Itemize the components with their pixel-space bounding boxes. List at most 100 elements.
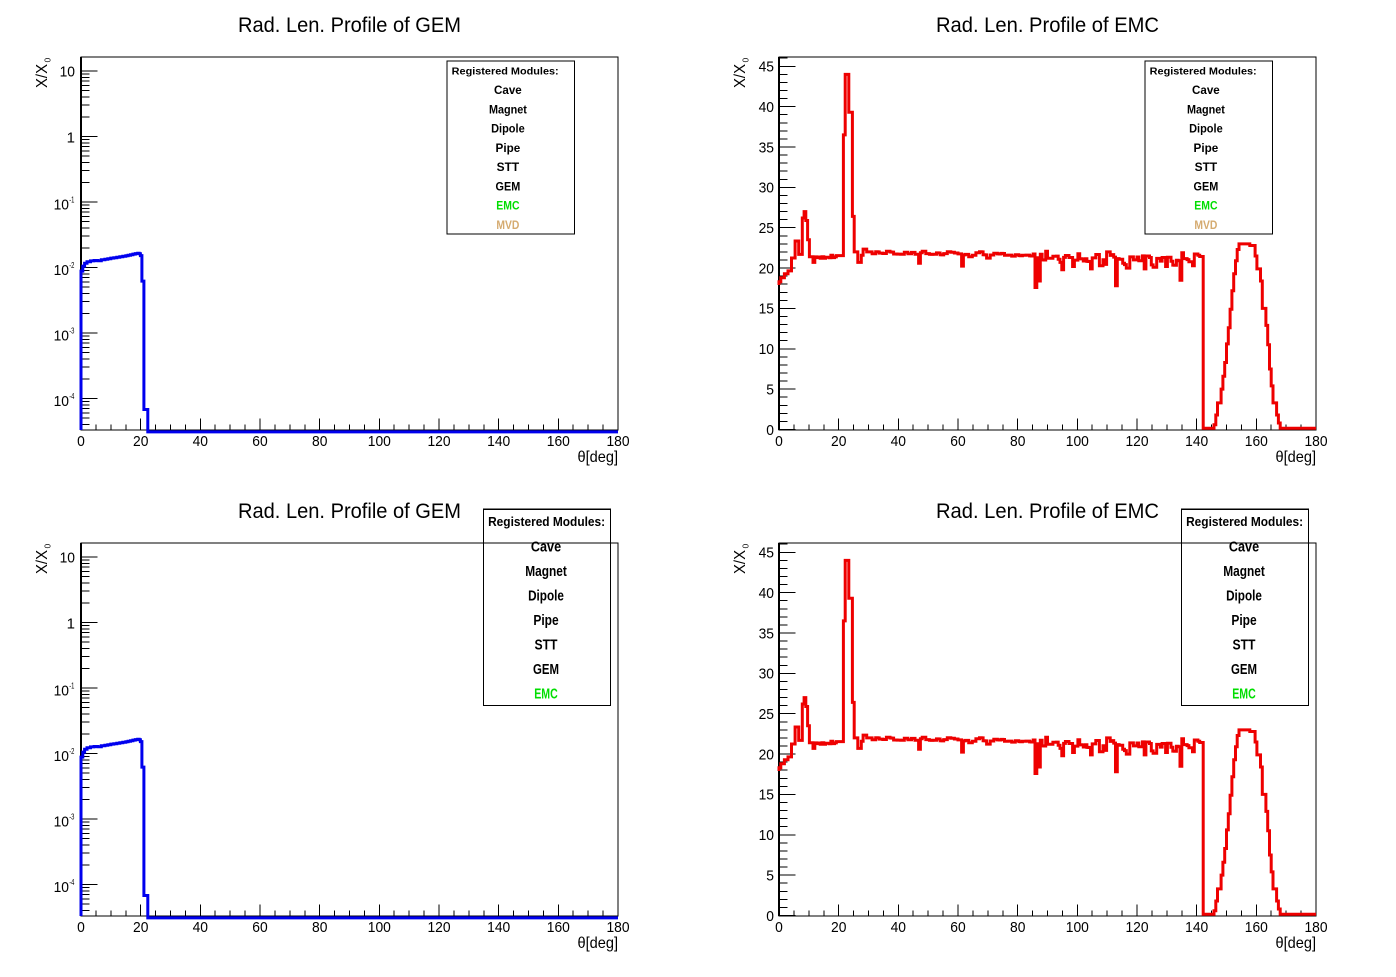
svg-text:40: 40 <box>193 433 208 450</box>
svg-text:GEM: GEM <box>496 179 521 193</box>
svg-text:10: 10 <box>54 879 69 896</box>
svg-text:X/X: X/X <box>732 549 749 574</box>
svg-text:GEM: GEM <box>1194 179 1219 193</box>
svg-text:40: 40 <box>759 99 774 116</box>
svg-text:Registered Modules:: Registered Modules: <box>1150 66 1257 77</box>
svg-text:20: 20 <box>133 433 148 450</box>
svg-text:-3: -3 <box>69 811 74 821</box>
svg-text:20: 20 <box>133 919 148 936</box>
svg-text:140: 140 <box>487 919 510 936</box>
svg-text:100: 100 <box>1066 433 1089 450</box>
svg-text:Cave: Cave <box>494 83 522 97</box>
svg-text:60: 60 <box>252 919 267 936</box>
svg-text:GEM: GEM <box>1231 662 1257 678</box>
svg-text:60: 60 <box>252 433 267 450</box>
svg-text:10: 10 <box>54 327 69 344</box>
svg-text:-4: -4 <box>69 391 74 401</box>
svg-text:Pipe: Pipe <box>533 613 558 629</box>
svg-text:Magnet: Magnet <box>489 102 527 116</box>
svg-text:60: 60 <box>950 919 965 936</box>
svg-text:20: 20 <box>831 919 846 936</box>
svg-text:0: 0 <box>766 908 774 925</box>
svg-text:140: 140 <box>487 433 510 450</box>
svg-text:80: 80 <box>312 433 327 450</box>
svg-text:Pipe: Pipe <box>1194 141 1219 155</box>
svg-text:θ[deg]: θ[deg] <box>1276 935 1317 952</box>
svg-text:EMC: EMC <box>1232 687 1256 703</box>
svg-text:MVD: MVD <box>1194 218 1217 232</box>
svg-text:5: 5 <box>766 381 774 398</box>
svg-text:180: 180 <box>606 919 629 936</box>
svg-text:-4: -4 <box>69 877 74 887</box>
svg-text:45: 45 <box>759 545 774 562</box>
svg-text:0: 0 <box>77 919 85 936</box>
svg-text:EMC: EMC <box>1194 199 1217 213</box>
svg-text:0: 0 <box>741 544 751 549</box>
svg-text:Rad. Len. Profile of EMC: Rad. Len. Profile of EMC <box>936 499 1159 523</box>
svg-text:Magnet: Magnet <box>1187 102 1225 116</box>
svg-text:Dipole: Dipole <box>1226 588 1262 604</box>
svg-text:STT: STT <box>497 160 520 174</box>
svg-text:120: 120 <box>427 433 450 450</box>
svg-text:STT: STT <box>1233 637 1256 653</box>
svg-text:10: 10 <box>759 341 774 358</box>
svg-text:20: 20 <box>759 260 774 277</box>
svg-text:1: 1 <box>67 616 75 633</box>
svg-text:Cave: Cave <box>1192 83 1220 97</box>
svg-text:Cave: Cave <box>531 539 561 555</box>
svg-text:100: 100 <box>368 919 391 936</box>
svg-text:30: 30 <box>759 180 774 197</box>
svg-text:10: 10 <box>60 550 75 567</box>
svg-text:180: 180 <box>606 433 629 450</box>
svg-text:40: 40 <box>193 919 208 936</box>
svg-text:MVD: MVD <box>496 218 519 232</box>
svg-text:-1: -1 <box>69 680 74 690</box>
svg-text:10: 10 <box>60 64 75 81</box>
svg-text:5: 5 <box>766 867 774 884</box>
svg-text:Registered Modules:: Registered Modules: <box>452 66 559 77</box>
svg-text:120: 120 <box>1125 919 1148 936</box>
svg-text:10: 10 <box>54 262 69 279</box>
svg-text:-3: -3 <box>69 325 74 335</box>
svg-text:X/X: X/X <box>34 63 51 88</box>
svg-text:180: 180 <box>1304 433 1327 450</box>
svg-text:160: 160 <box>1245 919 1268 936</box>
svg-text:10: 10 <box>759 827 774 844</box>
svg-text:EMC: EMC <box>534 687 558 703</box>
svg-text:140: 140 <box>1185 433 1208 450</box>
svg-text:X/X: X/X <box>34 549 51 574</box>
svg-text:45: 45 <box>759 59 774 76</box>
svg-text:Cave: Cave <box>1229 539 1259 555</box>
svg-text:60: 60 <box>950 433 965 450</box>
svg-text:Rad. Len. Profile of GEM: Rad. Len. Profile of GEM <box>238 13 461 37</box>
svg-text:Registered Modules:: Registered Modules: <box>1186 514 1303 529</box>
svg-text:10: 10 <box>54 393 69 410</box>
svg-text:-2: -2 <box>69 260 74 270</box>
svg-text:STT: STT <box>535 637 558 653</box>
svg-text:Dipole: Dipole <box>528 588 564 604</box>
svg-text:-2: -2 <box>69 746 74 756</box>
svg-text:15: 15 <box>759 787 774 804</box>
svg-text:0: 0 <box>741 58 751 63</box>
svg-text:120: 120 <box>427 919 450 936</box>
svg-text:Dipole: Dipole <box>491 122 525 136</box>
svg-text:160: 160 <box>1245 433 1268 450</box>
svg-text:X/X: X/X <box>732 63 749 88</box>
svg-text:0: 0 <box>775 433 783 450</box>
svg-text:Magnet: Magnet <box>1223 564 1265 580</box>
svg-text:θ[deg]: θ[deg] <box>1276 449 1317 466</box>
svg-text:STT: STT <box>1195 160 1218 174</box>
svg-text:θ[deg]: θ[deg] <box>578 449 619 466</box>
svg-text:0: 0 <box>77 433 85 450</box>
svg-text:35: 35 <box>759 139 774 156</box>
svg-text:0: 0 <box>43 544 53 549</box>
svg-text:100: 100 <box>368 433 391 450</box>
svg-text:10: 10 <box>54 196 69 213</box>
svg-text:Rad. Len. Profile of EMC: Rad. Len. Profile of EMC <box>936 13 1159 37</box>
svg-text:140: 140 <box>1185 919 1208 936</box>
svg-text:15: 15 <box>759 301 774 318</box>
svg-text:0: 0 <box>43 58 53 63</box>
svg-text:80: 80 <box>1010 433 1025 450</box>
svg-text:180: 180 <box>1304 919 1327 936</box>
svg-text:Rad. Len. Profile of GEM: Rad. Len. Profile of GEM <box>238 499 461 523</box>
